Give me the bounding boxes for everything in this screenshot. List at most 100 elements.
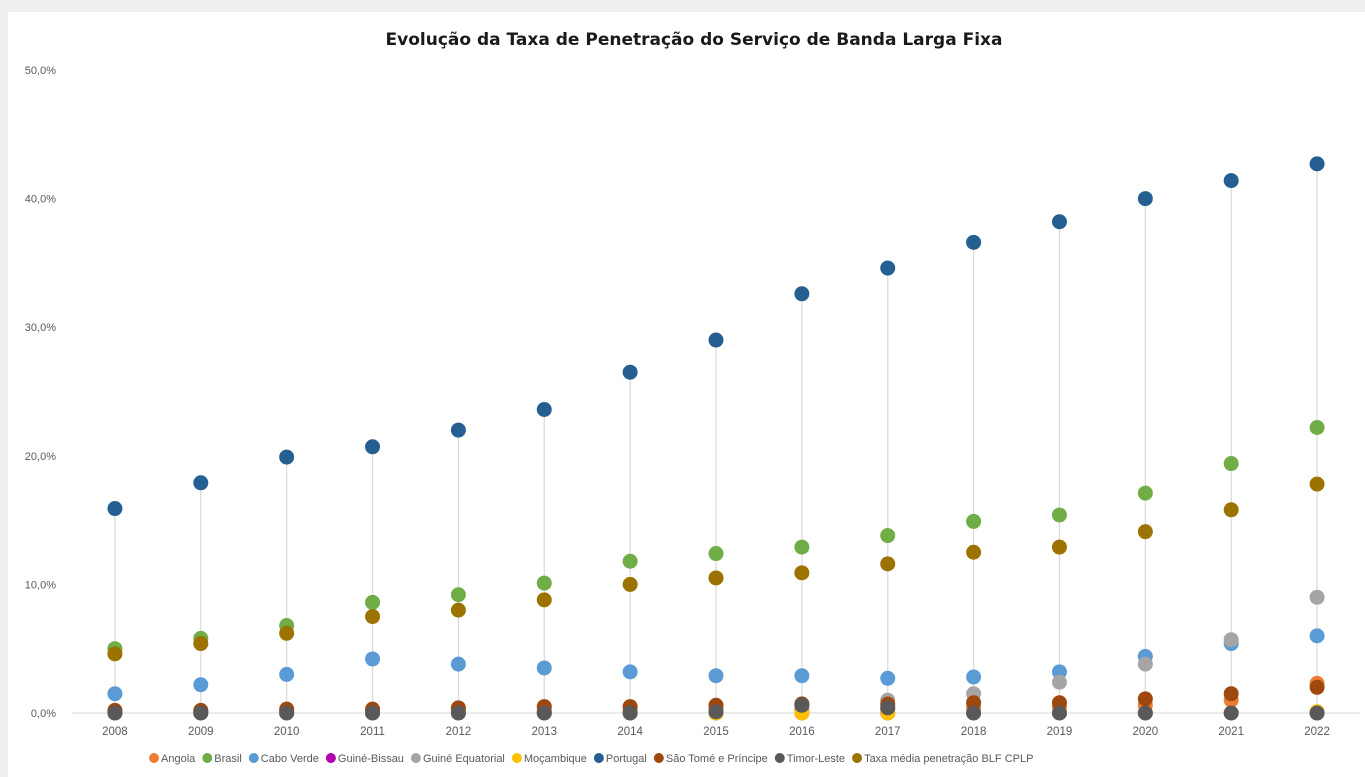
point-timor-leste [450,705,466,721]
point-taxa-media-penetracao-blf-cplp [1223,502,1239,518]
point-cabo-verde [279,666,295,682]
legend-marker [774,753,785,763]
point-cabo-verde [622,664,638,680]
point-guine-equatorial [1223,632,1239,648]
point-taxa-media-penetracao-blf-cplp [193,636,209,652]
point-cabo-verde [708,668,724,684]
point-brasil [365,594,381,610]
legend-label: Taxa média penetração BLF CPLP [864,753,1033,765]
y-axis-ticks: 0,0% 10,0% 20,0% 30,0% 40,0% 50,0% [25,65,56,720]
point-timor-leste [794,697,810,713]
point-portugal [279,449,295,465]
legend-marker [149,753,159,763]
x-tick-label: 2022 [1304,726,1330,738]
point-portugal [880,260,896,276]
x-tick-label: 2010 [274,726,300,738]
point-brasil [622,553,638,569]
point-guine-equatorial [1309,589,1325,605]
x-tick-label: 2020 [1133,726,1159,738]
legend-label: Guiné-Bissau [338,753,404,765]
legend-label: Timor-Leste [787,753,845,765]
point-portugal [966,234,982,250]
point-cabo-verde [450,656,466,672]
legend-label: Angola [161,753,196,765]
point-timor-leste [1309,705,1325,721]
point-brasil [536,575,552,591]
point-portugal [1309,156,1325,172]
legend-marker [410,753,421,763]
legend-label: Brasil [214,753,242,765]
y-tick-label: 20,0% [25,451,56,463]
point-taxa-media-penetracao-blf-cplp [794,565,810,581]
point-cabo-verde [1051,664,1067,680]
point-brasil [966,513,982,529]
point-timor-leste [1051,705,1067,721]
legend-label: Portugal [606,753,647,765]
legend-marker [325,753,336,763]
point-portugal [622,364,638,380]
point-brasil [1223,456,1239,472]
point-brasil [880,528,896,544]
point-guine-equatorial [1051,674,1067,690]
y-tick-label: 10,0% [25,579,56,591]
legend-marker [593,753,604,763]
point-portugal [1223,173,1239,189]
y-tick-label: 40,0% [25,194,56,206]
chart-frame: Evolução da Taxa de Penetração do Serviç… [8,12,1365,777]
x-tick-label: 2008 [102,726,128,738]
point-brasil [794,539,810,555]
point-portugal [1137,191,1153,207]
legend-marker [852,753,863,763]
point-timor-leste [966,705,982,721]
y-tick-label: 30,0% [25,322,56,334]
legend-marker [202,753,213,763]
legend-label: Moçambique [524,753,587,765]
legend-marker [511,753,522,763]
x-axis-ticks: 2008 2009 2010 2011 2012 2013 2014 2015 2016 2017… [102,726,1330,738]
point-guine-equatorial [1137,656,1153,672]
point-taxa-media-penetracao-blf-cplp [708,570,724,586]
point-taxa-media-penetracao-blf-cplp [622,576,638,592]
point-cabo-verde [107,686,123,702]
point-portugal [193,475,209,491]
y-tick-label: 0,0% [31,708,56,720]
point-timor-leste [365,705,381,721]
point-timor-leste [880,700,896,716]
x-tick-label: 2012 [446,726,472,738]
point-timor-leste [708,704,724,720]
point-cabo-verde [193,677,209,693]
x-tick-label: 2021 [1218,726,1244,738]
point-taxa-media-penetracao-blf-cplp [536,592,552,608]
point-taxa-media-penetracao-blf-cplp [880,556,896,572]
point-sao-tome-e-principe [1051,695,1067,711]
point-cabo-verde [880,670,896,686]
point-taxa-media-penetracao-blf-cplp [966,544,982,560]
x-tick-label: 2018 [961,726,987,738]
point-cabo-verde [794,668,810,684]
point-timor-leste [536,705,552,721]
point-portugal [450,422,466,438]
point-cabo-verde [966,669,982,685]
point-cabo-verde [365,651,381,667]
point-portugal [365,439,381,455]
data-points [107,156,1325,721]
point-brasil [708,546,724,562]
point-portugal [708,332,724,348]
point-portugal [536,402,552,418]
point-brasil [1051,507,1067,523]
point-portugal [107,501,123,517]
point-taxa-media-penetracao-blf-cplp [365,609,381,625]
x-tick-label: 2014 [617,726,643,738]
legend: Angola Brasil Cabo Verde Guiné-Bissau Guiné … [149,753,1033,765]
point-taxa-media-penetracao-blf-cplp [1051,539,1067,555]
x-tick-label: 2017 [875,726,901,738]
point-timor-leste [107,705,123,721]
x-tick-label: 2011 [360,726,385,738]
point-cabo-verde [536,660,552,676]
point-taxa-media-penetracao-blf-cplp [107,646,123,662]
point-taxa-media-penetracao-blf-cplp [1309,476,1325,492]
y-tick-label: 50,0% [25,65,56,77]
point-portugal [1051,214,1067,230]
point-taxa-media-penetracao-blf-cplp [450,602,466,618]
legend-label: São Tomé e Príncipe [666,753,768,765]
